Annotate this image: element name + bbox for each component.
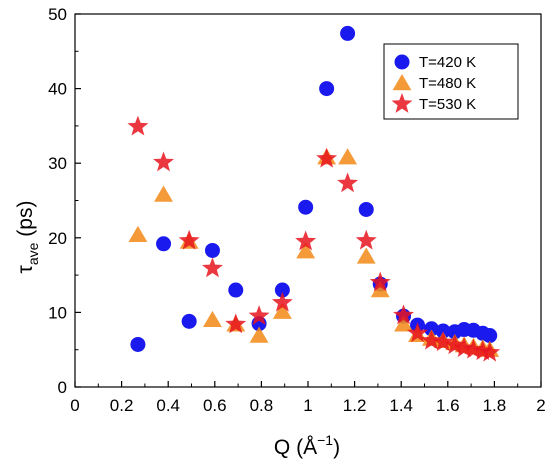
y-axis-title-tail: (ps) (14, 201, 37, 243)
data-point-star (479, 341, 501, 362)
legend-label: T=530 K (419, 96, 476, 113)
y-tick-label: 40 (48, 80, 67, 99)
data-point-circle (181, 313, 197, 329)
x-tick-label: 2 (536, 396, 545, 415)
legend-label: T=420 K (419, 54, 476, 71)
x-tick-label: 0.6 (203, 396, 227, 415)
data-point-triangle (128, 225, 148, 243)
data-point-star (407, 322, 428, 343)
legend-marker-triangle (392, 74, 412, 91)
legend-marker-star (391, 93, 413, 113)
data-point-star (153, 151, 174, 172)
data-point-triangle (370, 281, 390, 298)
data-point-circle (130, 336, 146, 352)
data-point-triangle (272, 302, 292, 319)
data-point-triangle (203, 310, 222, 328)
x-tick-label: 1.6 (436, 396, 460, 415)
data-point-star (295, 230, 317, 251)
x-tick-label: 0.4 (156, 396, 180, 415)
data-point-star (393, 304, 414, 325)
data-point-star (355, 229, 377, 250)
y-tick-label: 30 (48, 154, 67, 173)
x-tick-label: 0 (70, 396, 79, 415)
data-point-circle (298, 199, 314, 215)
y-tick-label: 0 (58, 378, 67, 397)
x-axis-title-tail: ) (333, 436, 340, 459)
data-point-circle (228, 282, 244, 298)
data-point-star (316, 147, 338, 168)
data-point-star (271, 291, 293, 312)
x-axis-title: Q (Å−1) (274, 432, 340, 459)
data-point-star (432, 331, 454, 352)
data-point-star (202, 257, 223, 278)
x-tick-label: 1.4 (389, 396, 413, 415)
data-point-triangle (356, 247, 376, 264)
y-tick-label: 10 (48, 303, 67, 322)
data-point-circle (423, 321, 439, 337)
y-axis-title-subscript: ave (25, 242, 41, 265)
data-point-triangle (296, 242, 316, 259)
data-point-circle (156, 236, 172, 252)
y-axis-title: τave (ps) (14, 201, 41, 274)
data-point-star (178, 229, 200, 250)
x-tick-label: 1.2 (343, 396, 367, 415)
data-point-star (337, 172, 359, 193)
data-markers (127, 25, 501, 362)
legend-label: T=480 K (419, 75, 476, 92)
data-point-triangle (394, 315, 413, 332)
legend-marker-circle (394, 54, 410, 70)
y-tick-label: 50 (48, 5, 67, 24)
data-point-circle (274, 282, 290, 298)
x-tick-label: 1.8 (483, 396, 507, 415)
y-tick-label: 20 (48, 229, 67, 248)
data-point-star (369, 271, 391, 292)
data-point-circle (482, 328, 498, 344)
x-tick-label: 0.8 (250, 396, 274, 415)
data-point-star (127, 115, 149, 136)
data-point-star (444, 334, 466, 355)
x-axis-title-main: Q (Å (274, 436, 317, 459)
legend: T=420 K T=480 K T=530 K (383, 43, 519, 120)
data-point-circle (358, 201, 374, 217)
data-point-star (225, 313, 247, 334)
x-tick-label: 0.2 (110, 396, 134, 415)
data-point-circle (340, 25, 356, 41)
data-point-triangle (249, 326, 269, 343)
x-tick-label: 1 (303, 396, 312, 415)
x-axis-title-superscript: −1 (317, 432, 333, 448)
data-point-triangle (154, 185, 173, 202)
data-point-circle (319, 81, 335, 97)
data-point-circle (204, 242, 220, 258)
data-point-star (248, 305, 270, 326)
data-point-circle (435, 323, 451, 339)
data-point-triangle (338, 148, 358, 165)
y-axis-title-main: τ (14, 264, 37, 273)
data-point-star (421, 329, 442, 350)
series-star (127, 115, 501, 362)
